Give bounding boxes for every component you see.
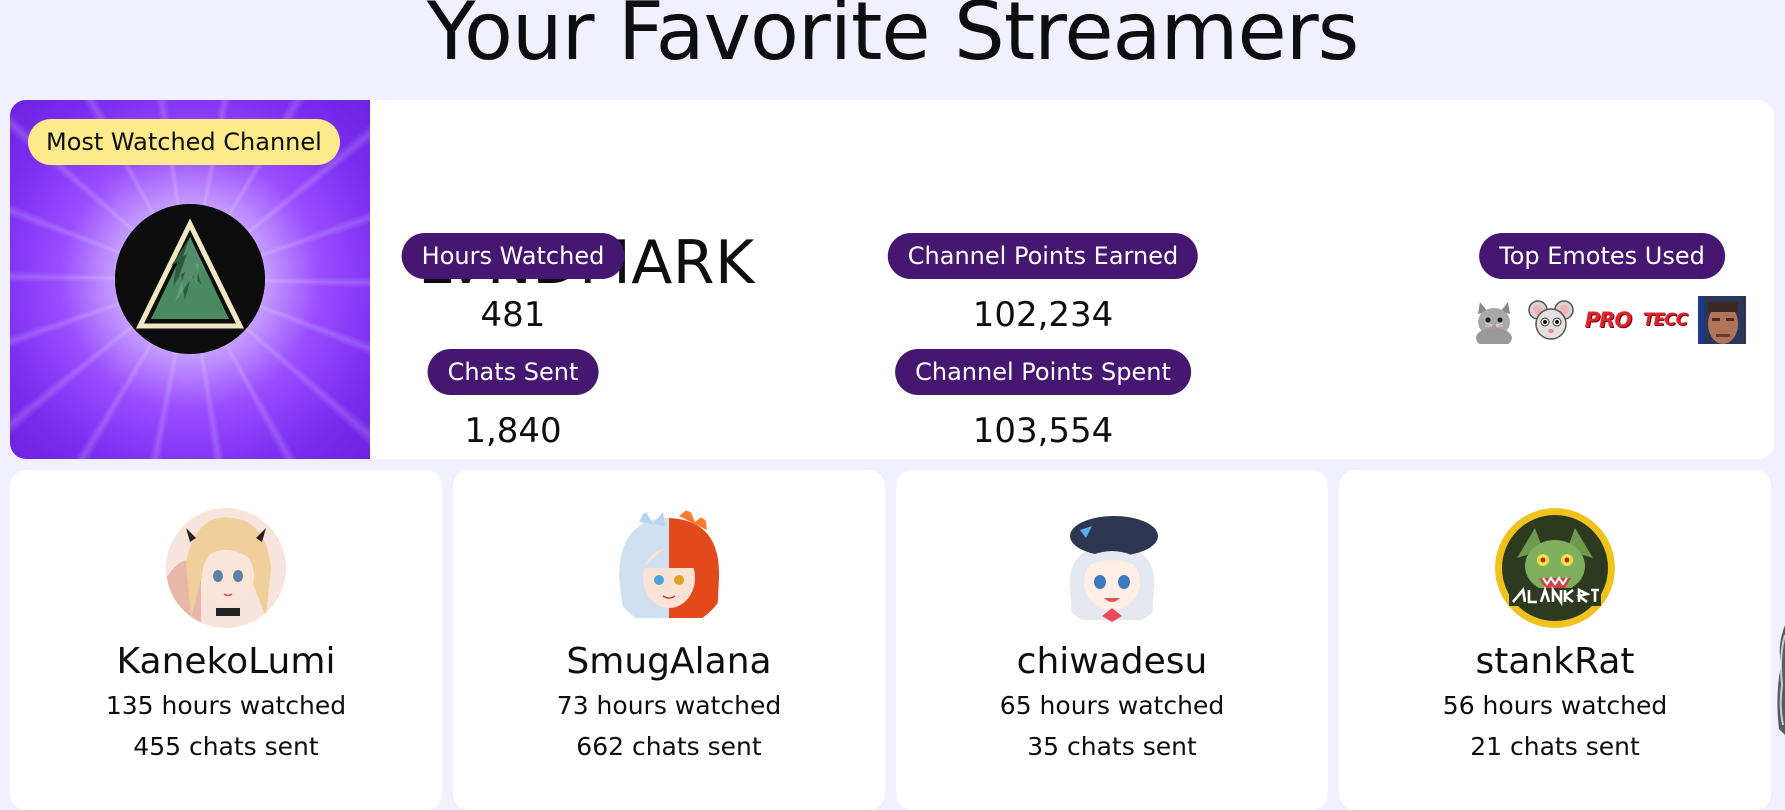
most-watched-badge: Most Watched Channel [28,119,340,165]
streamer-card[interactable]: KanekoLumi 135 hours watched 455 chats s… [10,470,442,810]
tecc-text-emote[interactable]: TECC [1642,310,1688,330]
streamer-name: SmugAlana [566,641,772,682]
streamer-hours-watched: 135 hours watched [105,691,347,720]
hours-watched-value: 481 [480,295,546,335]
chats-sent-value: 1,840 [464,411,562,451]
streamer-card[interactable]: chiwadesu 65 hours watched 35 chats sent [896,470,1328,810]
smugalana-avatar [609,508,729,628]
cat-emote-icon[interactable] [1470,296,1518,344]
lvndmark-avatar-icon[interactable] [115,204,265,354]
channel-points-earned-value: 102,234 [972,295,1114,335]
chats-sent-label: Chats Sent [427,349,599,395]
channel-banner: Most Watched Channel [10,100,370,459]
top-emotes-list: PRO TECC [1470,296,1746,344]
stankrat-avatar [1495,508,1615,628]
streamer-card[interactable]: stankRat 56 hours watched 21 chats sent [1339,470,1771,810]
channel-points-spent-value: 103,554 [972,411,1114,451]
streamer-card[interactable]: SmugAlana 73 hours watched 662 chats sen… [453,470,885,810]
pro-text-emote[interactable]: PRO [1584,308,1632,332]
streamer-name: KanekoLumi [116,641,336,682]
streamer-name: chiwadesu [1016,641,1208,682]
streamer-chats-sent: 21 chats sent [1470,732,1640,761]
chiwadesu-avatar [1052,508,1172,628]
streamer-chats-sent: 662 chats sent [576,732,762,761]
page-title: Your Favorite Streamers [426,0,1360,78]
streamer-chats-sent: 455 chats sent [133,732,319,761]
channel-points-earned-label: Channel Points Earned [887,233,1199,279]
streamer-hours-watched: 56 hours watched [1442,691,1668,720]
channel-points-spent-label: Channel Points Spent [895,349,1191,395]
streamer-hours-watched: 73 hours watched [556,691,782,720]
face-emote-icon[interactable] [1698,296,1746,344]
top-emotes-label: Top Emotes Used [1479,233,1725,279]
rat-emote-icon[interactable] [1527,296,1575,344]
kanekolumi-avatar [166,508,286,628]
hours-watched-label: Hours Watched [401,233,625,279]
streamer-hours-watched: 65 hours watched [999,691,1225,720]
streamer-chats-sent: 35 chats sent [1027,732,1197,761]
edge-decoration [1777,625,1785,735]
most-watched-channel-card: Most Watched Channel LVNDMARK [10,100,1774,459]
streamer-name: stankRat [1475,641,1635,682]
